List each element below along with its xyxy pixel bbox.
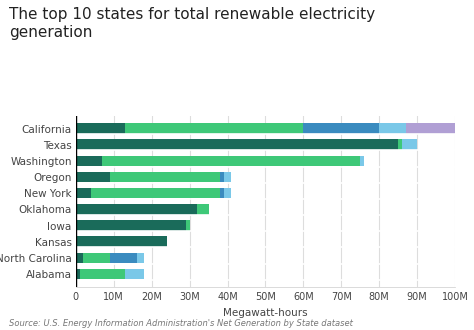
Bar bbox=[83, 253, 110, 263]
Bar bbox=[110, 253, 137, 263]
Bar bbox=[406, 123, 459, 134]
Bar bbox=[102, 156, 360, 166]
Bar bbox=[76, 204, 197, 215]
Bar bbox=[220, 172, 224, 182]
Bar bbox=[76, 188, 91, 198]
Bar bbox=[186, 220, 190, 231]
Bar bbox=[76, 156, 102, 166]
X-axis label: Megawatt-hours: Megawatt-hours bbox=[223, 308, 308, 317]
Bar bbox=[80, 269, 125, 279]
Bar bbox=[224, 172, 231, 182]
Bar bbox=[76, 140, 398, 150]
Bar bbox=[360, 156, 364, 166]
Bar bbox=[76, 253, 83, 263]
Bar bbox=[76, 123, 125, 134]
Text: The top 10 states for total renewable electricity
generation: The top 10 states for total renewable el… bbox=[9, 7, 375, 40]
Bar bbox=[137, 253, 144, 263]
Bar bbox=[76, 237, 167, 247]
Bar bbox=[379, 123, 406, 134]
Bar bbox=[91, 188, 220, 198]
Text: Source: U.S. Energy Information Administration's Net Generation by State dataset: Source: U.S. Energy Information Administ… bbox=[9, 319, 353, 328]
Bar bbox=[76, 172, 110, 182]
Bar bbox=[110, 172, 220, 182]
Bar bbox=[125, 123, 303, 134]
Bar bbox=[197, 204, 209, 215]
Bar bbox=[125, 269, 144, 279]
Bar bbox=[76, 220, 186, 231]
Bar bbox=[303, 123, 379, 134]
Bar bbox=[398, 140, 402, 150]
Bar bbox=[402, 140, 417, 150]
Bar bbox=[224, 188, 231, 198]
Bar bbox=[220, 188, 224, 198]
Bar bbox=[76, 269, 80, 279]
